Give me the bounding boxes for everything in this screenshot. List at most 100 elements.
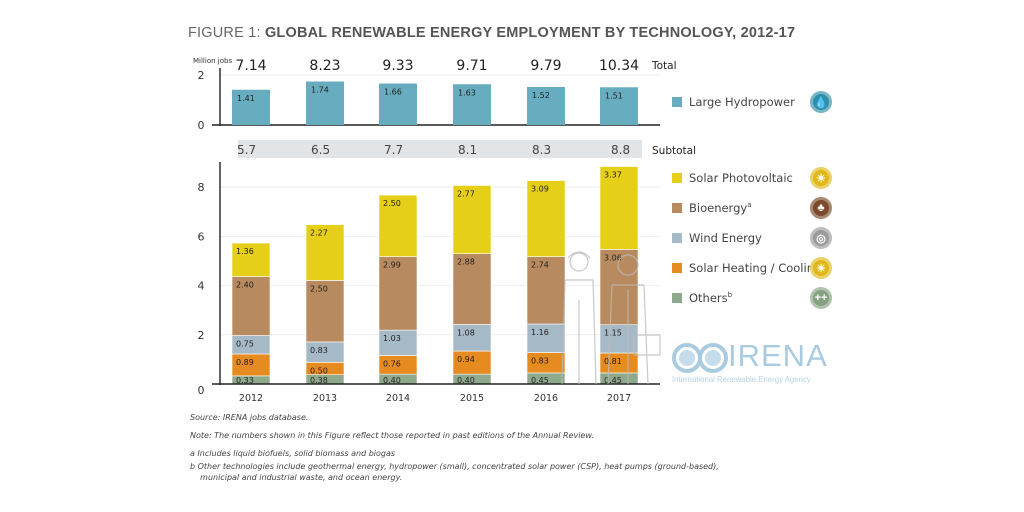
legend-item: Solar Heating / Cooling [672, 260, 821, 276]
bar-segment-solar-photovoltaic [599, 166, 639, 250]
subtotal-value: 7.7 [384, 143, 403, 157]
irena-subtitle: International Renewable Energy Agency [672, 375, 811, 384]
bar-segment-wind-energy [378, 329, 418, 356]
bar-large-hydropower [527, 87, 565, 125]
wind-turbine-icon: ◎ [810, 227, 832, 249]
segment-value-label: 3.06 [604, 253, 622, 262]
source-note: Source: IRENA jobs database. [190, 413, 309, 422]
segment-value-label: 0.94 [457, 355, 475, 364]
x-tick-label: 2017 [607, 393, 631, 404]
figure-number: FIGURE 1: [188, 25, 261, 41]
segment-value-label: 2.50 [310, 284, 328, 293]
subtotal-value: 8.1 [458, 143, 477, 157]
bar-segment-wind-energy [526, 323, 566, 353]
x-tick-label: 2012 [239, 393, 263, 404]
water-drop-icon: 💧 [810, 91, 832, 113]
segment-value-label: 0.33 [236, 376, 254, 385]
subtotal-value: 6.5 [311, 143, 330, 157]
bar-large-hydropower [453, 84, 491, 125]
figure-title-text: GLOBAL RENEWABLE ENERGY EMPLOYMENT BY TE… [264, 25, 796, 41]
segment-value-label: 0.50 [310, 366, 328, 375]
bar-segment-solar-photovoltaic [305, 224, 345, 281]
segment-value-label: 1.15 [604, 329, 622, 338]
footnote-b-cont: municipal and industrial waste, and ocea… [190, 473, 403, 482]
y-tick-label: 8 [198, 181, 205, 194]
bar-value-label: 1.52 [532, 91, 550, 100]
irena-wordmark: IRENA [728, 338, 828, 373]
legend-label: Solar Photovoltaic [689, 171, 793, 185]
segment-value-label: 2.88 [457, 258, 475, 267]
segment-value-label: 1.36 [236, 247, 254, 256]
segment-value-label: 2.99 [383, 261, 401, 270]
bar-segment-solar-photovoltaic [526, 180, 566, 257]
legend-swatch [672, 293, 682, 303]
bar-value-label: 1.63 [458, 88, 476, 97]
globe-infinity-icon [672, 343, 728, 373]
bar-segment-solar-photovoltaic [452, 185, 492, 254]
y-tick-label: 0 [198, 119, 205, 132]
legend-swatch [672, 203, 682, 213]
segment-value-label: 0.40 [457, 376, 475, 385]
legend-swatch [672, 263, 682, 273]
bar-large-hydropower [600, 87, 638, 125]
y-axis-label: Million jobs [193, 57, 232, 65]
footnote-a: a Includes liquid biofuels, solid biomas… [190, 449, 396, 458]
y-tick-label: 2 [198, 329, 205, 342]
x-tick-label: 2013 [313, 393, 337, 404]
bar-segment-wind-energy [599, 324, 639, 354]
legend-label: Bioenergya [689, 201, 752, 215]
segment-value-label: 0.76 [383, 359, 401, 368]
y-tick-label: 2 [198, 69, 205, 82]
sun-icon: ☀ [810, 167, 832, 189]
subtotal-value: 8.3 [532, 143, 551, 157]
bar-segment-bioenergy [231, 276, 271, 336]
bar-value-label: 1.51 [605, 91, 623, 100]
segment-value-label: 0.45 [604, 376, 622, 385]
segment-value-label: 1.03 [383, 334, 401, 343]
x-tick-label: 2014 [386, 393, 410, 404]
segment-value-label: 2.50 [383, 199, 401, 208]
footnote-marker: a [747, 201, 752, 210]
legend-label: Solar Heating / Cooling [689, 261, 822, 275]
bar-segment-solar-photovoltaic [378, 194, 418, 257]
bar-value-label: 1.41 [237, 94, 255, 103]
bar-large-hydropower [306, 81, 344, 125]
segment-value-label: 2.27 [310, 229, 328, 238]
bar-value-label: 1.74 [311, 86, 329, 95]
legend-item: Solar Photovoltaic [672, 170, 793, 186]
legend-item: Othersb [672, 290, 732, 306]
total-value: 9.71 [456, 58, 487, 74]
segment-value-label: 2.77 [457, 189, 475, 198]
x-tick-label: 2015 [460, 393, 484, 404]
segment-value-label: 0.81 [604, 357, 622, 366]
legend-label: Othersb [689, 291, 733, 305]
total-value: 7.14 [235, 58, 266, 74]
figure-title: FIGURE 1: GLOBAL RENEWABLE ENERGY EMPLOY… [188, 25, 795, 41]
legend-label: Large Hydropower [689, 95, 795, 109]
segment-value-label: 1.08 [457, 328, 475, 337]
total-label: Total [651, 60, 677, 72]
segment-value-label: 2.74 [531, 261, 549, 270]
leaf-pot-icon: ♣ [810, 197, 832, 219]
legend-item: Large Hydropower [672, 94, 795, 110]
subtotal-value: 5.7 [237, 143, 256, 157]
segment-value-label: 2.40 [236, 280, 254, 289]
legend-swatch [672, 233, 682, 243]
segment-value-label: 1.16 [531, 328, 549, 337]
segment-value-label: 0.83 [310, 346, 328, 355]
figure-note: Note: The numbers shown in this Figure r… [190, 431, 594, 440]
bar-value-label: 1.66 [384, 88, 402, 97]
legend-swatch [672, 173, 682, 183]
subtotal-label: Subtotal [652, 145, 696, 157]
bar-segment-solar-photovoltaic [231, 242, 271, 277]
segment-value-label: 0.75 [236, 340, 254, 349]
sun-icon: ☀ [810, 257, 832, 279]
segment-value-label: 0.89 [236, 358, 254, 367]
bar-large-hydropower [232, 89, 270, 125]
total-value: 10.34 [599, 58, 639, 74]
bar-segment-wind-energy [452, 324, 492, 352]
footnote-marker: b [727, 291, 733, 300]
segment-value-label: 0.40 [383, 376, 401, 385]
segment-value-label: 0.45 [531, 376, 549, 385]
